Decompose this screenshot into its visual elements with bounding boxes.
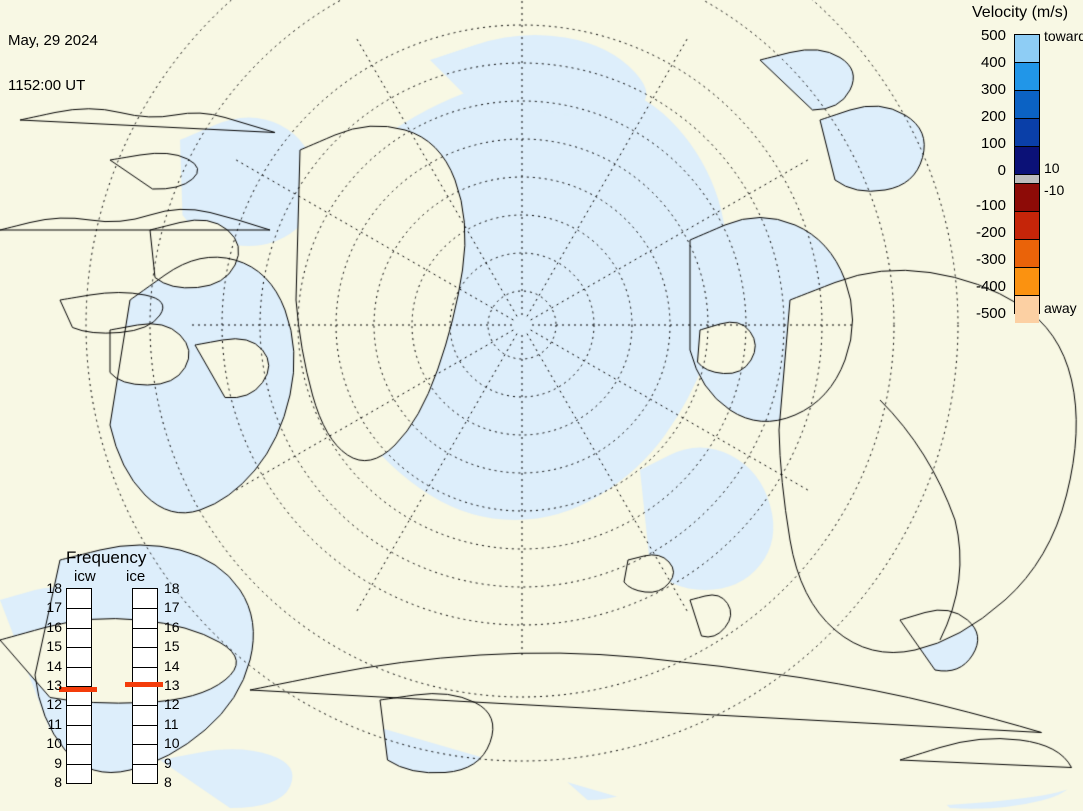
velocity-away-label: away <box>1044 300 1077 316</box>
velocity-tick--300: -300 <box>975 251 1006 268</box>
frequency-tick-r-14: 14 <box>164 657 180 674</box>
frequency-gridline-16 <box>133 627 157 629</box>
velocity-swatch-300 <box>1015 90 1039 118</box>
velocity-tick-400: 400 <box>980 54 1006 71</box>
frequency-tick-r-12: 12 <box>164 696 180 713</box>
velocity-tick--100: -100 <box>975 197 1006 214</box>
velocity-swatch--400 <box>1015 267 1039 295</box>
frequency-gridline-13 <box>67 686 91 687</box>
timestamp-time: 1152:00 UT <box>8 77 86 94</box>
frequency-tick-l-14: 14 <box>46 657 62 674</box>
frequency-gridline-10 <box>67 744 91 746</box>
frequency-gridline-14 <box>67 666 91 668</box>
velocity-tick-500: 500 <box>980 27 1006 44</box>
frequency-gridline-17 <box>133 608 157 610</box>
velocity-neg-threshold-label: -10 <box>1044 182 1065 198</box>
frequency-bar-label-ice: ice <box>126 568 146 585</box>
frequency-gridline-14 <box>133 666 157 668</box>
velocity-tick--400: -400 <box>975 278 1006 295</box>
velocity-swatch--500 <box>1015 295 1039 323</box>
frequency-gridline-15 <box>67 647 91 649</box>
frequency-tick-l-8: 8 <box>54 774 62 790</box>
frequency-legend: Frequency icw ice 18 18 17 17 16 16 15 15 14 14 13… <box>46 548 198 790</box>
frequency-gridline-9 <box>133 763 157 765</box>
frequency-gridline-16 <box>67 627 91 629</box>
velocity-swatch--300 <box>1015 239 1039 267</box>
frequency-tick-l-16: 16 <box>46 618 62 635</box>
velocity-swatch-100 <box>1015 146 1039 174</box>
frequency-tick-r-8: 8 <box>164 774 172 790</box>
frequency-bar-ice <box>125 588 163 784</box>
frequency-tick-l-9: 9 <box>54 754 62 771</box>
velocity-pos-threshold-label: 10 <box>1044 160 1060 176</box>
frequency-bar-icw <box>59 588 97 784</box>
velocity-toward-label: toward <box>1044 28 1083 44</box>
frequency-tick-l-13: 13 <box>46 677 62 693</box>
frequency-tick-l-17: 17 <box>46 599 62 616</box>
frequency-gridline-9 <box>67 763 91 765</box>
frequency-gridline-10 <box>133 744 157 746</box>
frequency-marker-ice <box>125 681 163 687</box>
timestamp: May, 29 2024 1152:00 UT <box>8 3 98 123</box>
frequency-gridline-15 <box>133 647 157 649</box>
velocity-tick-0: 0 <box>997 162 1006 179</box>
frequency-marker-icw <box>59 686 97 692</box>
frequency-gridline-12 <box>133 705 157 707</box>
frequency-tick-r-10: 10 <box>164 735 180 752</box>
frequency-gridline-17 <box>67 608 91 610</box>
frequency-bar-label-icw: icw <box>74 568 96 585</box>
timestamp-date: May, 29 2024 <box>8 32 98 49</box>
frequency-tick-r-15: 15 <box>164 638 180 655</box>
frequency-tick-r-17: 17 <box>164 599 180 616</box>
velocity-tick-100: 100 <box>980 135 1006 152</box>
frequency-gridline-11 <box>133 724 157 726</box>
velocity-swatch-400 <box>1015 62 1039 90</box>
velocity-tick--200: -200 <box>975 224 1006 241</box>
velocity-swatch-500 <box>1015 35 1039 62</box>
frequency-tick-l-18: 18 <box>46 580 62 596</box>
velocity-colorbar: Velocity (m/s) 500 400 300 200 100 0 -100 -200 -… <box>948 2 1083 323</box>
velocity-swatch-0 <box>1015 174 1039 183</box>
frequency-tick-r-13: 13 <box>164 677 180 693</box>
velocity-colorbar-title: Velocity (m/s) <box>972 4 1069 21</box>
velocity-swatch-200 <box>1015 118 1039 146</box>
frequency-tick-l-10: 10 <box>46 735 62 752</box>
frequency-tick-r-16: 16 <box>164 618 180 635</box>
velocity-tick--500: -500 <box>975 305 1006 322</box>
frequency-tick-l-12: 12 <box>46 696 62 713</box>
velocity-swatch--100 <box>1015 183 1039 211</box>
frequency-tick-l-15: 15 <box>46 638 62 655</box>
velocity-tick-200: 200 <box>980 108 1006 125</box>
frequency-gridline-12 <box>67 705 91 707</box>
frequency-tick-l-11: 11 <box>47 715 62 732</box>
velocity-tick-300: 300 <box>980 81 1006 98</box>
frequency-gridline-11 <box>67 724 91 726</box>
frequency-tick-r-11: 11 <box>164 715 179 732</box>
velocity-swatch--200 <box>1015 211 1039 239</box>
frequency-legend-title: Frequency <box>66 548 147 567</box>
frequency-tick-r-9: 9 <box>164 754 172 771</box>
velocity-colorbar-swatches <box>1014 34 1040 323</box>
frequency-tick-r-18: 18 <box>164 580 180 596</box>
